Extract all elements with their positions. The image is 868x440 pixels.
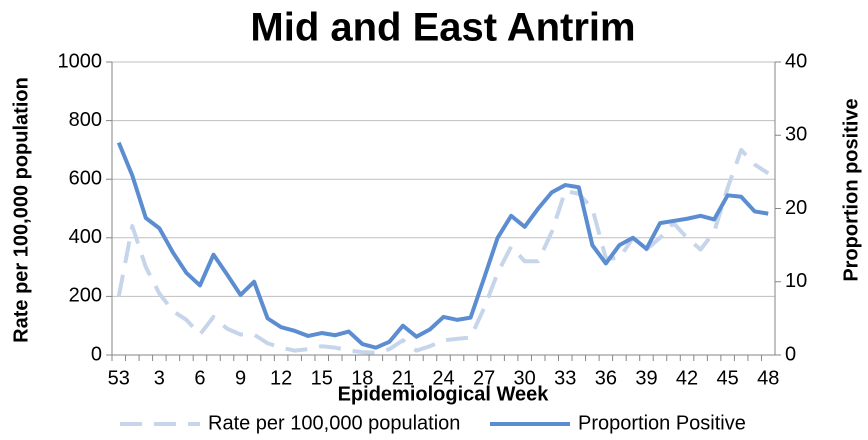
y2-tick-label: 40 [785,50,807,72]
y-tick-label: 400 [69,226,102,248]
y-tick-label: 0 [91,343,102,365]
legend-label: Rate per 100,000 population [208,412,460,434]
x-tick-label: 36 [595,367,617,389]
y-tick-label: 600 [69,167,102,189]
x-tick-label: 48 [757,367,779,389]
x-tick-label: 33 [554,367,576,389]
series-line [116,147,770,355]
y-tick-label: 1000 [58,50,103,72]
y2-tick-label: 0 [785,343,796,365]
y2-tick-label: 20 [785,197,807,219]
x-tick-label: 3 [154,367,165,389]
x-tick-label: 42 [676,367,698,389]
legend-label: Proportion Positive [578,412,746,434]
x-tick-label: 9 [235,367,246,389]
y2-tick-label: 10 [785,270,807,292]
x-tick-label: 24 [432,367,454,389]
series-line [116,141,769,350]
x-axis-label: Epidemiological Week [338,383,550,405]
chart-title: Mid and East Antrim [250,6,635,50]
x-tick-label: 39 [635,367,657,389]
y2-tick-label: 30 [785,124,807,146]
x-tick-label: 30 [514,367,536,389]
x-tick-label: 21 [392,367,414,389]
x-tick-label: 45 [717,367,739,389]
y-tick-label: 800 [69,109,102,131]
x-tick-label: 15 [311,367,333,389]
x-tick-label: 12 [270,367,292,389]
x-tick-label: 6 [194,367,205,389]
y-axis-label: Rate per 100,000 population [10,77,32,343]
y-tick-label: 200 [69,285,102,307]
x-tick-label: 27 [473,367,495,389]
y2-axis-label: Proportion positive [840,98,862,281]
x-tick-label: 18 [351,367,373,389]
x-tick-label: 53 [108,367,130,389]
